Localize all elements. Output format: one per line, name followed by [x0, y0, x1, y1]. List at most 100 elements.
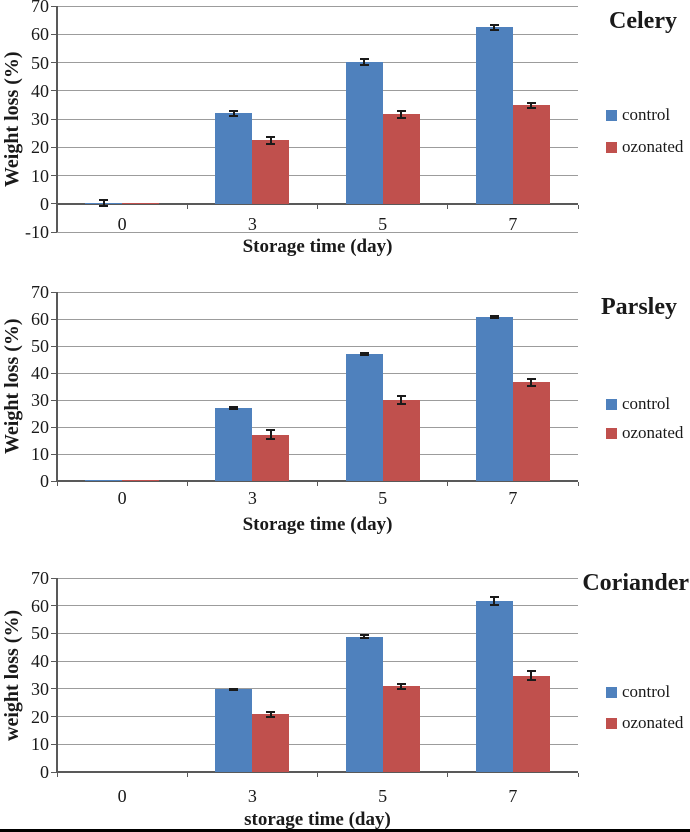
x-tick-mark	[447, 773, 449, 777]
error-bar-cap	[489, 29, 499, 31]
error-bar-cap	[266, 711, 276, 714]
x-tick-mark	[577, 773, 579, 777]
error-bar-cap	[266, 438, 276, 441]
y-tick-mark	[51, 426, 57, 428]
legend-label: control	[622, 394, 671, 413]
error-bar-cap	[396, 394, 406, 397]
error-bar-cap	[526, 670, 536, 673]
legend-label: ozonated	[622, 423, 684, 442]
y-tick-label: 30	[31, 678, 49, 699]
error-bar-line	[269, 136, 272, 145]
gridline	[57, 62, 578, 63]
y-tick-mark	[51, 453, 57, 455]
y-tick-label: 50	[31, 623, 49, 644]
error-bar-cap	[396, 682, 406, 685]
legend-label: ozonated	[622, 137, 684, 156]
x-tick-label: 3	[247, 214, 257, 234]
bar-control-day3	[215, 408, 253, 481]
gridline	[57, 605, 578, 607]
error-bar-cap	[359, 352, 369, 355]
gridline	[57, 175, 578, 176]
y-tick-label: 0	[40, 193, 49, 214]
y-tick-label: 0	[40, 471, 49, 491]
x-tick-mark	[447, 204, 449, 209]
y-tick-label: 50	[31, 336, 49, 356]
y-tick-mark	[51, 577, 57, 579]
gridline	[57, 577, 578, 579]
gridline	[57, 399, 578, 401]
error-bar-line	[232, 110, 235, 117]
y-tick-mark	[51, 146, 57, 148]
y-tick-mark	[51, 660, 57, 662]
y-tick-label: 70	[31, 0, 49, 16]
bar-control-day0	[85, 480, 123, 481]
error-bar-line	[269, 429, 272, 440]
error-bar-line	[363, 635, 366, 639]
x-tick-mark	[186, 773, 188, 777]
y-tick-mark	[51, 480, 57, 482]
error-bar-line	[363, 59, 366, 65]
error-bar-cap	[526, 678, 536, 681]
chart-title: Coriander	[582, 570, 689, 596]
bar-ozonated-day3	[252, 140, 290, 204]
y-tick-mark	[51, 743, 57, 745]
gridline	[57, 231, 578, 233]
y-tick-label: 30	[31, 109, 49, 129]
error-bar-cap	[359, 637, 369, 640]
y-tick-mark	[51, 118, 57, 120]
y-axis-line	[56, 292, 58, 481]
x-tick-mark	[317, 204, 318, 209]
y-tick-label: 60	[31, 24, 49, 45]
gridline	[57, 453, 578, 455]
error-bar-line	[493, 24, 496, 30]
chart-title: Parsley	[601, 294, 677, 320]
y-tick-label: 60	[31, 309, 49, 329]
x-tick-mark	[447, 482, 449, 486]
y-tick-mark	[51, 231, 57, 233]
legend-item-control: control	[606, 681, 683, 703]
y-tick-label: 20	[31, 706, 49, 727]
error-bar-cap	[266, 428, 276, 431]
control-swatch-icon	[606, 686, 617, 698]
x-tick-mark	[186, 482, 188, 486]
error-bar-cap	[396, 688, 406, 691]
y-tick-mark	[51, 318, 57, 320]
gridline	[57, 90, 578, 92]
error-bar-cap	[489, 603, 499, 606]
x-tick-label: 7	[508, 214, 518, 234]
bar-control-day3	[215, 113, 253, 204]
control-swatch-icon	[606, 398, 617, 410]
y-tick-label: 20	[31, 137, 49, 158]
x-tick-mark	[186, 204, 188, 209]
x-axis-title: Storage time (day)	[242, 514, 393, 535]
y-tick-mark	[51, 291, 57, 293]
y-tick-mark	[51, 33, 57, 35]
x-axis-title: storage time (day)	[244, 809, 391, 830]
error-bar-cap	[526, 101, 536, 104]
bar-control-day5	[345, 636, 383, 772]
gridline	[57, 632, 578, 634]
error-bar-cap	[229, 687, 239, 690]
error-bar-line	[400, 683, 403, 690]
y-tick-label: 40	[31, 80, 49, 101]
bar-ozonated-day7	[512, 382, 550, 481]
error-bar-line	[269, 712, 272, 717]
y-tick-mark	[51, 203, 57, 205]
error-bar-line	[400, 395, 403, 405]
error-bar-cap	[359, 353, 369, 356]
y-axis-line	[56, 578, 58, 772]
gridline	[57, 118, 578, 120]
error-bar-line	[400, 111, 403, 118]
ozonated-swatch-icon	[606, 427, 617, 439]
y-tick-label: 10	[31, 444, 49, 464]
error-bar-cap	[396, 110, 406, 113]
legend-item-ozonated: ozonated	[606, 136, 683, 158]
gridline	[57, 743, 578, 745]
bar-ozonated-day5	[382, 114, 420, 204]
y-tick-mark	[51, 716, 57, 718]
x-tick-label: 3	[247, 786, 257, 806]
y-tick-mark	[51, 372, 57, 374]
error-bar-cap	[526, 384, 536, 387]
x-tick-mark	[577, 204, 579, 209]
